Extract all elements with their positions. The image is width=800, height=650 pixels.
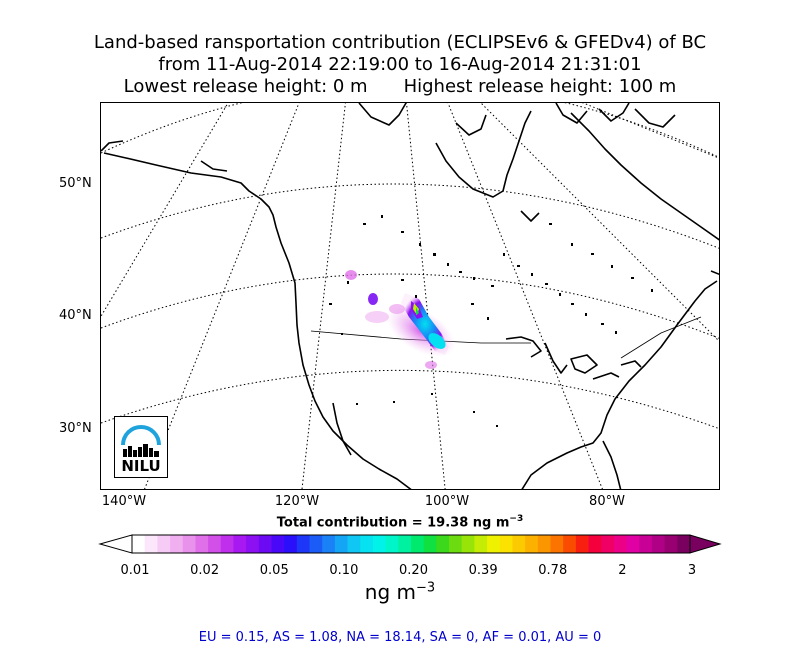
colorbar-tick-label: 0.20 <box>399 563 428 578</box>
colorbar-cell <box>436 535 450 553</box>
colorbar-cell <box>550 535 564 553</box>
colorbar-tick-label: 0.10 <box>329 563 359 578</box>
colorbar-cell <box>132 535 146 553</box>
colorbar-cell <box>334 535 348 553</box>
colorbar <box>98 534 722 554</box>
colorbar-cell <box>233 535 247 553</box>
colorbar-cell <box>182 535 196 553</box>
colorbar-cell <box>347 535 361 553</box>
colorbar-cell <box>651 535 666 553</box>
nilu-logo: NILU <box>114 416 168 478</box>
colorbar-cell <box>385 535 399 553</box>
colorbar-cell <box>144 535 158 553</box>
colorbar-cell <box>512 535 526 553</box>
colorbar-cell <box>601 535 615 553</box>
colorbar-cell <box>474 535 488 553</box>
nilu-logo-icon <box>121 425 161 457</box>
map-panel <box>100 102 720 490</box>
colorbar-cell <box>449 535 463 553</box>
colorbar-cell <box>575 535 589 553</box>
colorbar-cell <box>220 535 234 553</box>
colorbar-cell <box>258 535 272 553</box>
total-contribution-text: Total contribution = 19.38 ng m <box>276 515 510 531</box>
colorbar-cell <box>360 535 374 553</box>
colorbar-cell <box>246 535 260 553</box>
title-line-3: Lowest release height: 0 m Highest releas… <box>0 76 800 98</box>
colorbar-cell <box>487 535 501 553</box>
colorbar-cell <box>664 535 678 553</box>
colorbar-unit: ng m−3 <box>0 580 800 604</box>
colorbar-tick-label: 0.02 <box>190 563 220 578</box>
lon-label-100w: 100°W <box>424 494 470 509</box>
colorbar-cell <box>677 535 691 553</box>
colorbar-cell <box>284 535 298 553</box>
highest-release-height: Highest release height: 100 m <box>403 76 677 97</box>
colorbar-tick-label: 0.01 <box>120 563 150 578</box>
regional-contributions: EU = 0.15, AS = 1.08, NA = 18.14, SA = 0… <box>198 630 602 645</box>
colorbar-cell <box>296 535 310 553</box>
colorbar-cell <box>423 535 437 553</box>
concentration-plume <box>345 270 456 369</box>
total-contribution-exponent: −3 <box>509 514 524 524</box>
colorbar-cell <box>372 535 387 553</box>
colorbar-unit-text: ng m <box>364 580 417 604</box>
colorbar-cell <box>309 535 323 553</box>
colorbar-cell <box>537 535 551 553</box>
nilu-logo-text: NILU <box>121 457 161 475</box>
map-canvas <box>101 103 719 489</box>
title-line-2: from 11-Aug-2014 22:19:00 to 16-Aug-2014… <box>158 54 642 75</box>
colorbar-cell <box>563 535 577 553</box>
total-contribution: Total contribution = 19.38 ng m−3 <box>0 514 800 530</box>
lat-label-50n: 50°N <box>59 176 92 191</box>
colorbar-cell <box>322 535 336 553</box>
colorbar-tick-label: 0.05 <box>259 563 289 578</box>
lon-label-120w: 120°W <box>274 494 320 509</box>
colorbar-unit-exponent: −3 <box>416 580 436 596</box>
colorbar-cell <box>499 535 513 553</box>
colorbar-tick-label: 3 <box>687 563 697 578</box>
lakes <box>329 215 653 427</box>
lon-label-140w: 140°W <box>101 494 147 509</box>
colorbar-cell <box>170 535 184 553</box>
colorbar-cell <box>525 535 539 553</box>
title-line-1: Land-based ransportation contribution (E… <box>93 32 707 53</box>
colorbar-cell <box>588 535 602 553</box>
colorbar-cell <box>613 535 627 553</box>
colorbar-cell <box>271 535 285 553</box>
colorbar-cell <box>208 535 222 553</box>
colorbar-cell <box>411 535 425 553</box>
colorbar-cell <box>157 535 171 553</box>
lowest-release-height: Lowest release height: 0 m <box>123 76 368 97</box>
colorbar-cell <box>461 535 475 553</box>
lat-label-40n: 40°N <box>59 308 92 323</box>
colorbar-tick-label: 0.39 <box>468 563 498 578</box>
lat-label-30n: 30°N <box>59 421 92 436</box>
colorbar-cell <box>639 535 653 553</box>
colorbar-cell <box>195 535 209 553</box>
lon-label-80w: 80°W <box>589 494 625 509</box>
colorbar-cell <box>626 535 640 553</box>
colorbar-tick-label: 0.78 <box>538 563 568 578</box>
colorbar-cell <box>398 535 412 553</box>
colorbar-tick-label: 2 <box>618 563 627 578</box>
